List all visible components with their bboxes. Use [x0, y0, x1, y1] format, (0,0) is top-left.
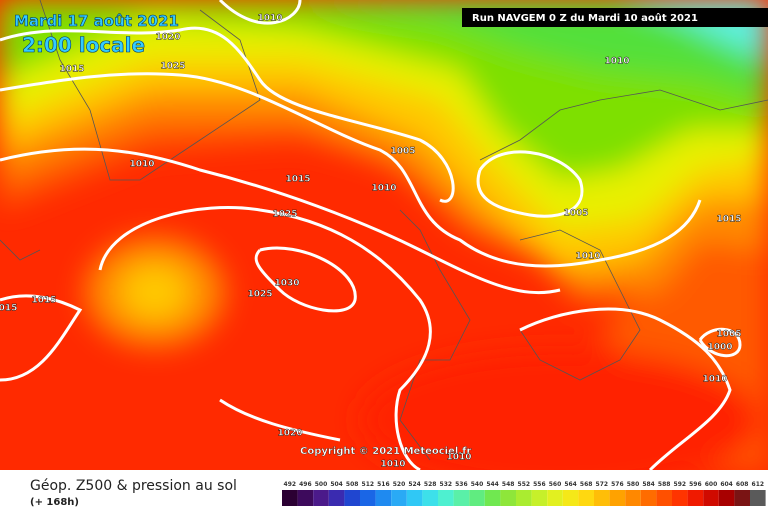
scale-label: 584 [642, 481, 655, 488]
scale-swatch [547, 490, 563, 506]
coastlines [0, 0, 768, 461]
scale-swatch [516, 490, 532, 506]
scale-label: 600 [705, 481, 718, 488]
isobar-label: 1010 [604, 57, 629, 67]
scale-label: 572 [596, 481, 609, 488]
isobar-label: 1025 [160, 62, 185, 72]
scale-swatch [703, 490, 719, 506]
isobar-label: 1025 [247, 290, 272, 300]
scale-swatch [453, 490, 470, 506]
scale-swatch [672, 490, 688, 506]
isobars [0, 0, 742, 470]
scale-label: 556 [533, 481, 546, 488]
scale-label: 592 [674, 481, 687, 488]
scale-swatch [375, 490, 392, 506]
scale-swatch [438, 490, 454, 506]
footer-lead: (+ 168h) [30, 497, 79, 508]
scale-label: 564 [564, 481, 577, 488]
scale-swatch [328, 490, 345, 506]
scale-label: 588 [658, 481, 671, 488]
copyright: Copyright © 2021 Meteociel.fr [300, 446, 471, 457]
scale-label: 576 [611, 481, 624, 488]
scale-label: 604 [720, 481, 733, 488]
scale-swatch [500, 490, 516, 506]
scale-swatch [360, 490, 376, 506]
scale-swatch [562, 490, 579, 506]
scale-label: 544 [486, 481, 499, 488]
isobar-label: 1015 [716, 215, 741, 225]
scale-label: 516 [377, 481, 390, 488]
scale-swatch [687, 490, 704, 506]
run-box [462, 8, 768, 27]
scale-label: 548 [502, 481, 515, 488]
isobar-label: 1020 [155, 33, 180, 43]
scale-swatch [406, 490, 423, 506]
isobar-label: 1005 [563, 209, 588, 219]
isobar-label: 1010 [380, 460, 405, 470]
scale-label: 536 [455, 481, 468, 488]
scale-label: 596 [689, 481, 702, 488]
local-time: 2:00 locale [22, 33, 145, 57]
scale-swatch [469, 490, 485, 506]
scale-swatch [718, 490, 735, 506]
scale-label: 528 [424, 481, 437, 488]
scale-label: 520 [393, 481, 406, 488]
scale-label: 540 [471, 481, 484, 488]
isobar-label: 1010 [129, 160, 154, 170]
scale-swatch [734, 490, 750, 506]
scale-label: 608 [736, 481, 749, 488]
scale-label: 504 [330, 481, 343, 488]
geopotential-field [0, 0, 768, 470]
isobar-label: 1005 [716, 330, 741, 340]
scale-swatch [313, 490, 329, 506]
scale-label: 512 [362, 481, 375, 488]
scale-label: 508 [346, 481, 359, 488]
isobar-label: 1015 [31, 296, 56, 306]
date: Mardi 17 août 2021 [14, 12, 179, 30]
scale-swatch [578, 490, 594, 506]
isobar-label: 1025 [272, 210, 297, 220]
scale-swatch [344, 490, 360, 506]
scale-label: 496 [299, 481, 312, 488]
scale-swatch [531, 490, 548, 506]
isobar-label: 1015 [285, 175, 310, 185]
isobar-label: 015 [0, 304, 17, 314]
isobar-label: 1015 [59, 65, 84, 75]
scale-label: 532 [440, 481, 453, 488]
scale-label: 552 [518, 481, 531, 488]
scale-swatch [750, 490, 766, 506]
isobar-label: 1010 [371, 184, 396, 194]
scale-swatch [422, 490, 438, 506]
isobar-label: 1010 [575, 252, 600, 262]
scale-label: 560 [549, 481, 562, 488]
scale-label: 500 [315, 481, 328, 488]
isobar-label: 1005 [390, 147, 415, 157]
scale-label: 524 [408, 481, 421, 488]
scale-label: 612 [752, 481, 765, 488]
scale-label: 492 [284, 481, 297, 488]
scale-swatch [640, 490, 657, 506]
scale-swatch [484, 490, 501, 506]
isobar-label: 1000 [707, 343, 732, 353]
scale-swatch [297, 490, 314, 506]
scale-swatch [391, 490, 407, 506]
run-info: Run NAVGEM 0 Z du Mardi 10 août 2021 [472, 12, 698, 24]
footer-title: Géop. Z500 & pression au sol [30, 478, 237, 494]
scale-swatch [656, 490, 672, 506]
isobar-label: 1020 [277, 429, 302, 439]
scale-label: 580 [627, 481, 640, 488]
scale-swatch [282, 490, 298, 506]
isobar-label: 1010 [446, 453, 471, 463]
scale-swatch [625, 490, 641, 506]
isobar-label: 1010 [257, 14, 282, 24]
scale-swatch [609, 490, 626, 506]
scale-swatch [594, 490, 610, 506]
isobar-label: 1010 [702, 375, 727, 385]
scale-label: 568 [580, 481, 593, 488]
isobar-label: 1030 [274, 279, 299, 289]
